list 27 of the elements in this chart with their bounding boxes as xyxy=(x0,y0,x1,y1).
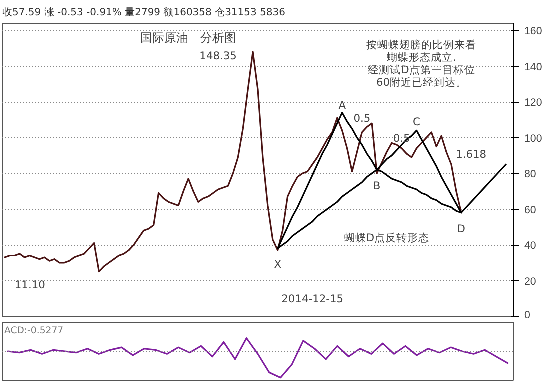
y-tick-label: 140 xyxy=(524,61,542,74)
y-tick-label: 120 xyxy=(524,97,542,110)
annotation: 蝴蝶形态成立. xyxy=(387,50,456,64)
text: 国际原油 分析图 xyxy=(140,30,237,45)
y-tick-label: 20 xyxy=(524,276,536,288)
y-tick-label: 100 xyxy=(524,132,542,145)
annotation: A xyxy=(338,99,347,112)
annotation: X xyxy=(274,258,282,272)
annotation: 按蝴蝶翅膀的比例来看 xyxy=(366,38,477,52)
annotation: 经测试D点第一目标位 xyxy=(368,63,476,76)
annotation: 11.10 xyxy=(14,278,46,292)
y-tick-label: 40 xyxy=(524,240,536,252)
chart-subtitle: 收57.59 涨 -0.53 -0.91% 量2799 额160358 仓31153 5836 xyxy=(2,6,286,18)
annotation: 蝴蝶D点反转形态 xyxy=(344,231,430,244)
annotation: C xyxy=(413,115,420,128)
annotation: 1.618 xyxy=(456,148,487,161)
annotation: 0.5 xyxy=(393,132,410,145)
y-tick-label: 80 xyxy=(524,168,536,181)
y-tick-label: 60 xyxy=(524,204,536,216)
y-tick-label: 160 xyxy=(524,26,542,38)
annotation: B xyxy=(373,180,381,193)
annotation: 148.35 xyxy=(200,50,237,63)
annotation: D xyxy=(457,222,466,236)
annotation: 60附近已经到达。 xyxy=(376,76,467,89)
annotation: 0.5 xyxy=(354,112,371,126)
annotation: 2014-12-15 xyxy=(282,292,344,306)
text: ACD:-0.5277 xyxy=(4,326,64,336)
